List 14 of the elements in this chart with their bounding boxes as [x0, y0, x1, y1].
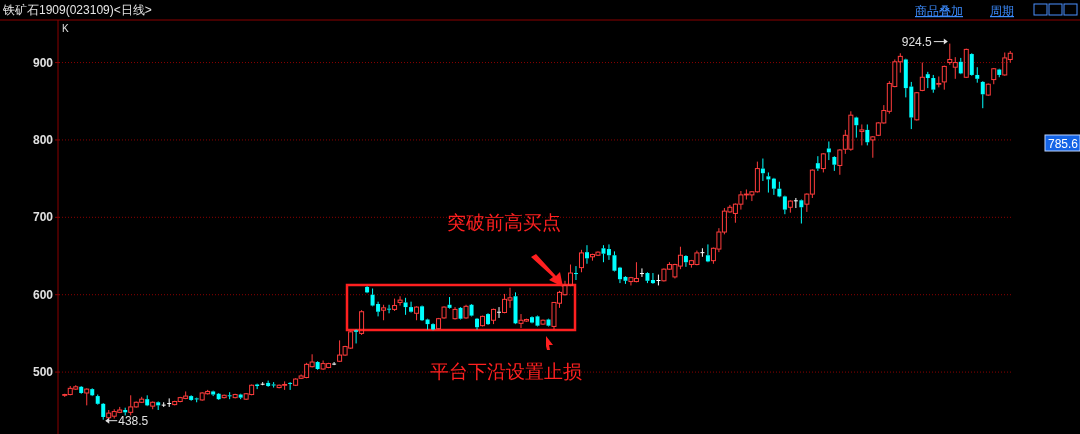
chart-title: 铁矿石1909(023109)<日线>: [2, 3, 152, 17]
annotation: 438.5: [118, 413, 149, 428]
text: 785.6: [1047, 137, 1079, 151]
y-tick-label: 700: [32, 210, 54, 225]
y-tick-label: 600: [32, 287, 54, 302]
annotation: 924.5: [901, 34, 933, 49]
y-tick-label: 500: [32, 365, 54, 380]
y-tick-label: 800: [32, 132, 54, 147]
annotation: K: [62, 23, 69, 34]
text: 周期: [990, 4, 1014, 18]
annotation: 平台下沿设置止损: [430, 361, 582, 382]
text: 商品叠加: [915, 4, 963, 18]
annotation: 突破前高买点: [447, 212, 561, 233]
y-tick-label: 900: [32, 55, 54, 70]
